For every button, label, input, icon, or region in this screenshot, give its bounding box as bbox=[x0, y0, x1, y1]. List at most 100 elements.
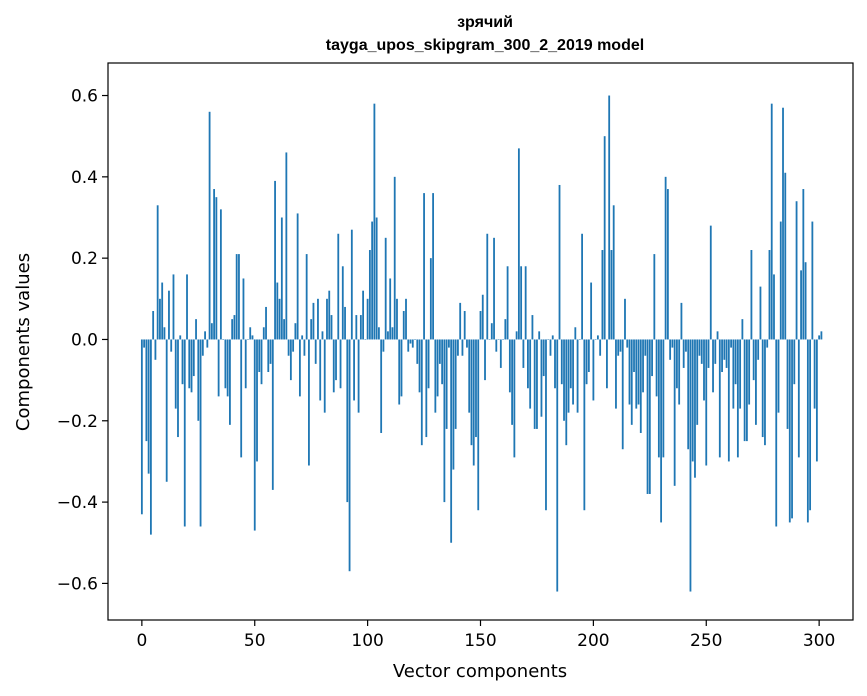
bar bbox=[190, 339, 193, 393]
bar bbox=[606, 339, 608, 389]
bar bbox=[730, 339, 732, 348]
bar bbox=[436, 339, 439, 397]
bar bbox=[698, 339, 701, 356]
bar bbox=[782, 107, 784, 340]
bar bbox=[192, 339, 195, 377]
bar bbox=[479, 311, 482, 340]
bar bbox=[319, 339, 322, 401]
bar bbox=[344, 306, 346, 340]
bar bbox=[159, 298, 161, 340]
bar bbox=[795, 201, 798, 340]
bar bbox=[657, 339, 660, 458]
bar bbox=[217, 339, 220, 397]
bar bbox=[554, 339, 556, 389]
bar bbox=[416, 339, 419, 364]
bar bbox=[646, 339, 649, 494]
bar bbox=[759, 286, 762, 340]
bar bbox=[761, 339, 764, 438]
bar bbox=[420, 339, 423, 446]
bar bbox=[276, 282, 279, 340]
bar bbox=[748, 339, 751, 405]
bar bbox=[732, 339, 735, 409]
bar bbox=[529, 339, 532, 409]
bar bbox=[222, 339, 225, 340]
bar bbox=[504, 319, 507, 340]
bar bbox=[179, 335, 182, 340]
bar bbox=[359, 315, 362, 340]
bar bbox=[226, 339, 229, 397]
bar bbox=[524, 266, 527, 340]
bar bbox=[368, 250, 371, 340]
bar bbox=[382, 339, 385, 352]
bar bbox=[262, 327, 265, 340]
bar bbox=[330, 315, 333, 340]
bar bbox=[247, 339, 249, 340]
bar bbox=[743, 339, 746, 442]
plot-frame bbox=[107, 62, 854, 621]
bar bbox=[707, 339, 710, 368]
bar bbox=[813, 339, 816, 409]
bar bbox=[463, 311, 466, 340]
bar bbox=[806, 339, 809, 523]
bar bbox=[335, 339, 337, 381]
bar bbox=[502, 339, 504, 340]
bar bbox=[666, 189, 669, 340]
bar bbox=[621, 339, 624, 450]
bar bbox=[314, 339, 317, 364]
bar bbox=[229, 339, 231, 425]
bar bbox=[149, 339, 152, 535]
bar bbox=[337, 233, 340, 340]
bar bbox=[170, 339, 173, 352]
bar bbox=[508, 339, 511, 393]
bar bbox=[617, 339, 620, 356]
bar bbox=[531, 315, 534, 340]
bar bbox=[434, 339, 437, 413]
bar bbox=[581, 233, 583, 340]
bar bbox=[213, 189, 216, 340]
bar bbox=[603, 136, 606, 340]
bar bbox=[628, 339, 631, 405]
x-tick-label: 100 bbox=[351, 631, 383, 651]
bar bbox=[301, 335, 304, 340]
bar bbox=[423, 193, 425, 340]
bar bbox=[755, 339, 757, 425]
bar bbox=[168, 290, 170, 340]
x-tick-label: 0 bbox=[136, 631, 147, 651]
bar bbox=[466, 339, 468, 348]
y-tick-label: 0.0 bbox=[71, 330, 98, 350]
bar bbox=[267, 339, 270, 372]
bar bbox=[461, 339, 464, 356]
bar bbox=[696, 339, 699, 425]
x-axis-label: Vector components bbox=[393, 661, 567, 682]
bar bbox=[274, 180, 276, 340]
bar bbox=[445, 339, 448, 429]
bar bbox=[400, 339, 403, 397]
bar bbox=[723, 339, 726, 360]
bar bbox=[396, 298, 398, 340]
bar bbox=[513, 339, 516, 458]
bar bbox=[249, 327, 252, 340]
bar bbox=[804, 262, 807, 340]
bar bbox=[468, 339, 471, 413]
bar bbox=[786, 339, 789, 429]
bar bbox=[287, 339, 290, 356]
bar bbox=[204, 331, 206, 340]
bar bbox=[680, 302, 683, 340]
bar bbox=[517, 148, 520, 340]
bar bbox=[298, 339, 301, 397]
bar bbox=[802, 189, 805, 340]
bar bbox=[585, 339, 588, 385]
bar bbox=[348, 339, 351, 572]
bar bbox=[768, 250, 771, 340]
bar bbox=[773, 274, 775, 340]
bar bbox=[556, 339, 559, 592]
bar bbox=[642, 339, 644, 393]
bar bbox=[172, 274, 175, 340]
bar bbox=[793, 339, 796, 385]
bar bbox=[583, 339, 586, 511]
bars-group bbox=[140, 95, 823, 592]
y-tick-label: 0.6 bbox=[71, 87, 98, 107]
bar bbox=[689, 339, 692, 592]
bar bbox=[405, 298, 407, 340]
bar bbox=[438, 339, 441, 364]
